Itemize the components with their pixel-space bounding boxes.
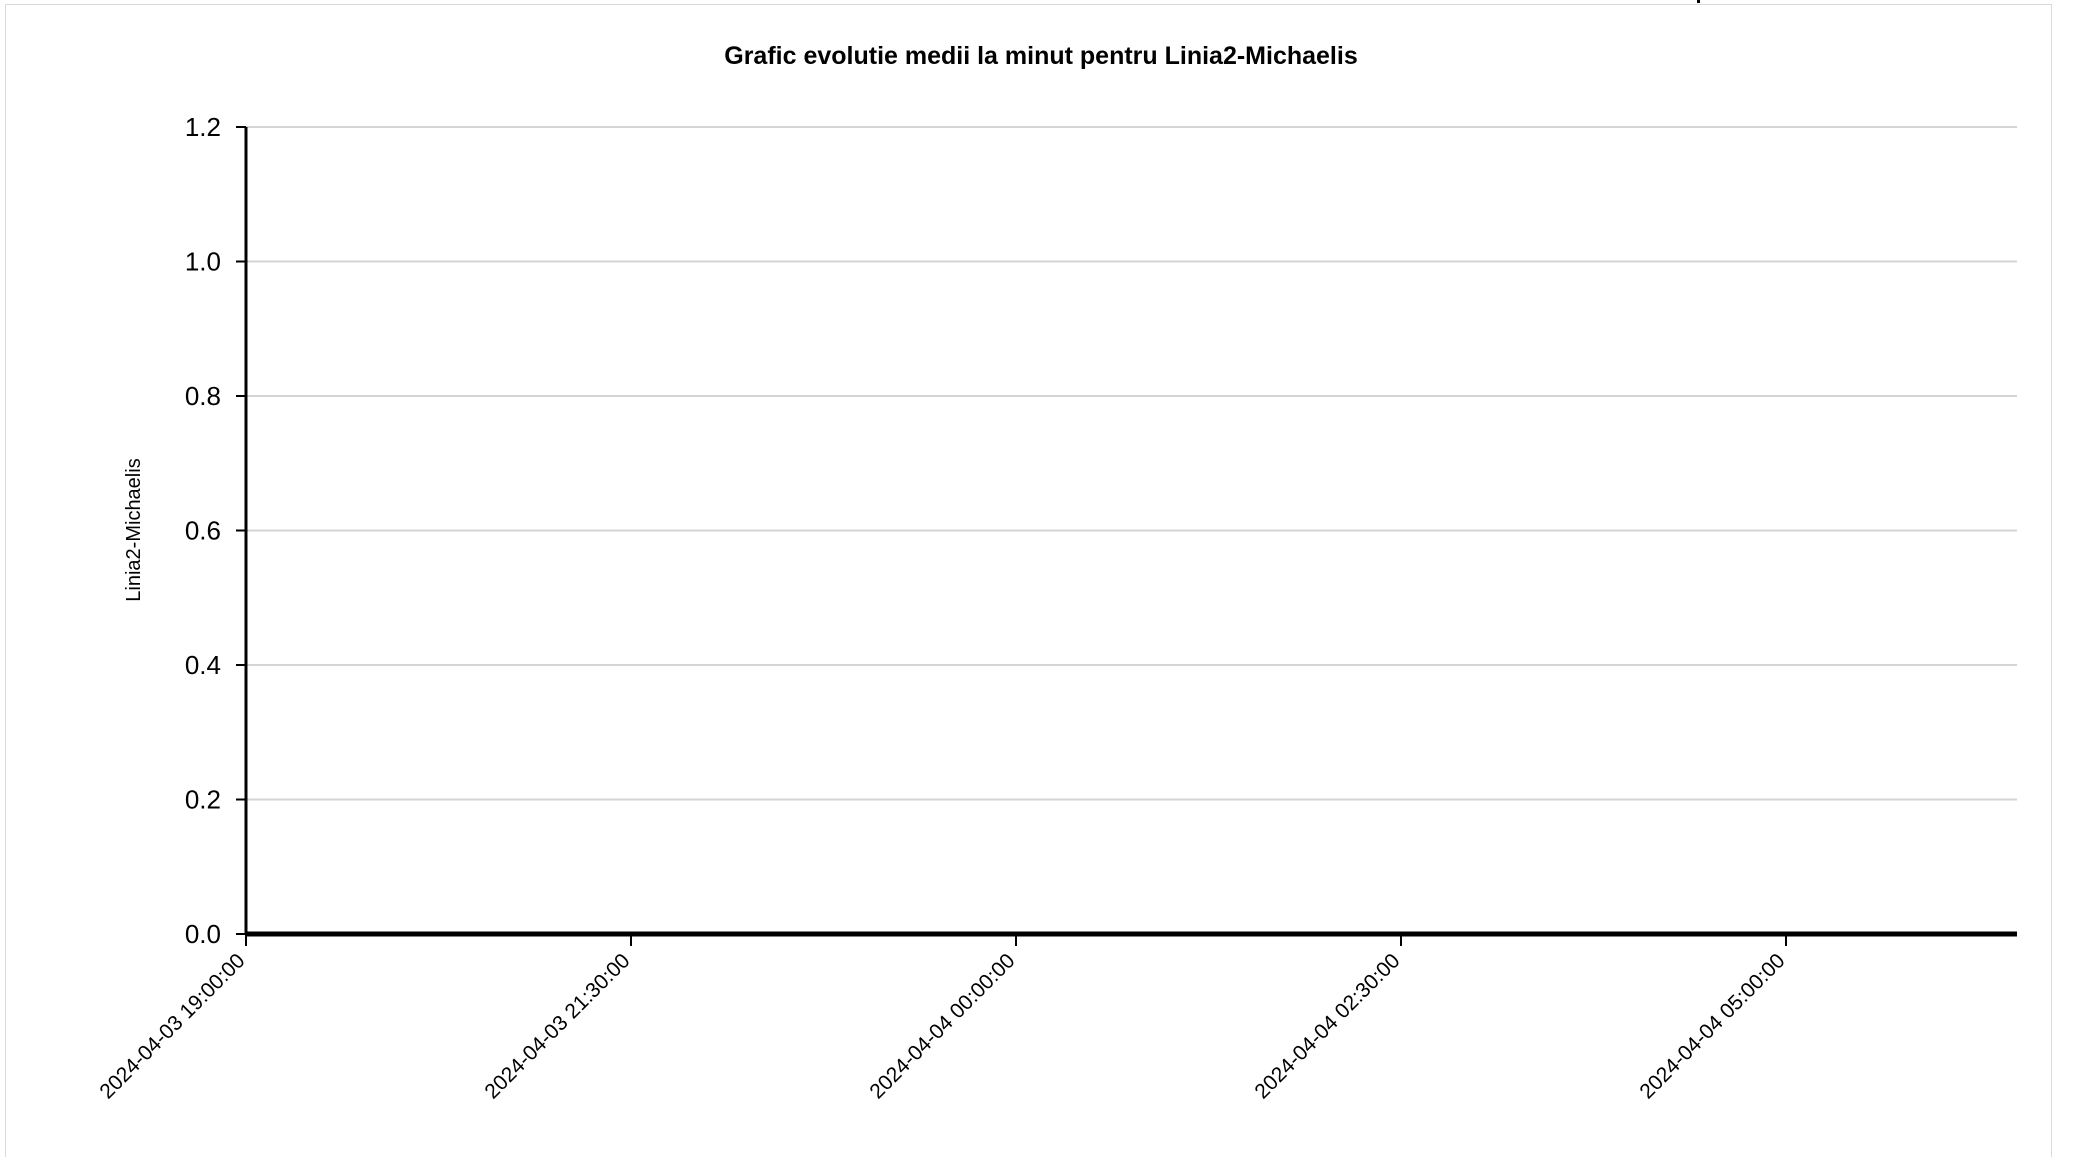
y-tick-label: 0.4 [185, 650, 221, 680]
chart-title: Grafic evolutie medii la minut pentru Li… [724, 42, 1357, 70]
y-tick-label: 1.2 [185, 112, 221, 142]
y-axis-label: Linia2-Michaelis [123, 458, 145, 601]
y-tick-label: 0.2 [185, 785, 221, 815]
y-tick-label: 1.0 [185, 247, 221, 277]
x-tick-label: 2024-04-04 00:00:00 [865, 949, 1019, 1103]
x-tick-label: 2024-04-04 02:30:00 [1250, 949, 1404, 1103]
x-tick-label: 2024-04-04 05:00:00 [1635, 949, 1789, 1103]
y-tick-label: 0.6 [185, 516, 221, 546]
y-tick-label: 0.0 [185, 919, 221, 949]
top-edge-mark [1697, 0, 1700, 3]
axes [236, 126, 2017, 946]
gridlines [246, 126, 2017, 801]
x-tick-label: 2024-04-03 19:00:00 [95, 949, 249, 1103]
y-tick-label: 0.8 [185, 381, 221, 411]
chart-panel [5, 4, 2052, 1157]
x-tick-label: 2024-04-03 21:30:00 [480, 949, 634, 1103]
